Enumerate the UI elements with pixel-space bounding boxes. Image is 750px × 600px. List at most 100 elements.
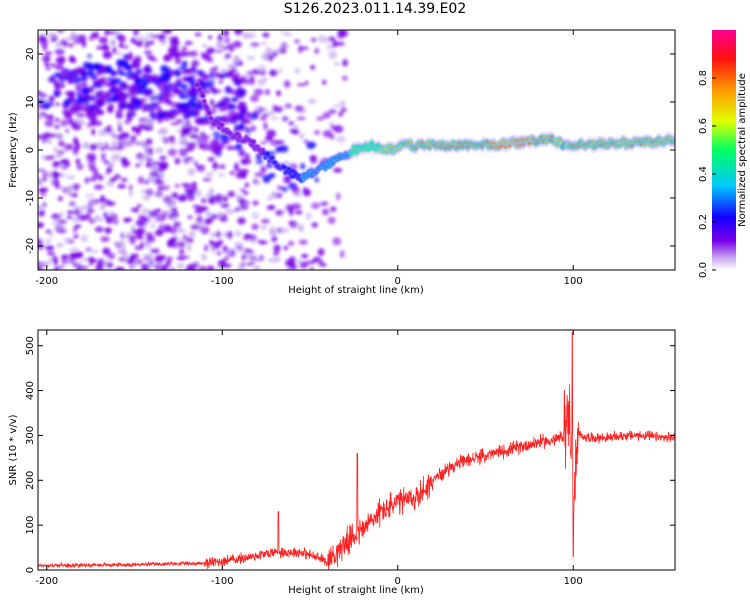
spectrogram-noise-blob [276, 90, 282, 97]
spectrogram-noise-blob [123, 217, 133, 221]
spectrogram-noise-blob [284, 103, 293, 109]
spectrogram-noise-blob [131, 126, 137, 132]
spectrogram-noise-blob [167, 83, 176, 89]
spectrogram-noise-blob [205, 171, 213, 178]
spectrogram-noise-blob [142, 195, 151, 201]
spectrogram-noise-blob [339, 100, 346, 107]
spectrogram-noise-blob [79, 81, 88, 88]
spectrogram-noise-blob [160, 164, 168, 170]
colorbar-tick-label: 0.0 [698, 262, 709, 278]
spectrogram-noise-blob [291, 203, 302, 210]
spectrogram-noise-blob [227, 249, 236, 258]
spectrogram-noise-blob [159, 136, 169, 140]
spectrogram-noise-blob [126, 103, 136, 108]
spectrogram-noise-blob [48, 95, 55, 103]
spectrogram-noise-blob [99, 203, 106, 211]
spectrogram-noise-blob [141, 217, 149, 222]
spectrogram-noise-blob [287, 240, 295, 246]
spectrogram-y-tick-label: -10 [25, 190, 36, 206]
spectrogram-noise-blob [46, 102, 54, 107]
spectrogram-noise-blob [87, 104, 96, 111]
spectrogram-noise-blob [252, 265, 262, 270]
spectrogram-noise-blob [82, 141, 90, 150]
spectrogram-noise-blob [76, 66, 83, 72]
spectrogram-noise-blob [158, 91, 163, 96]
spectrogram-noise-blob [163, 185, 170, 191]
spectrogram-noise-blob [98, 174, 104, 181]
spectrogram-noise-blob [129, 238, 136, 245]
spectrogram-noise-blob [64, 36, 72, 41]
spectrogram-noise-blob [264, 88, 271, 96]
spectrogram-noise-blob [145, 32, 155, 37]
spectrogram-noise-blob [294, 39, 300, 44]
spectrogram-noise-blob [38, 187, 49, 193]
spectrogram-noise-blob [102, 247, 111, 256]
spectrogram-noise-blob [335, 41, 345, 46]
spectrogram-noise-blob [234, 124, 243, 132]
spectrogram-noise-blob [288, 256, 297, 264]
spectrogram-noise-blob [212, 71, 222, 78]
spectrogram-noise-blob [226, 230, 233, 239]
spectrogram-noise-blob [120, 103, 127, 110]
spectrogram-noise-blob [328, 50, 338, 59]
spectrogram-noise-blob [321, 263, 327, 267]
spectrogram-noise-blob [170, 191, 179, 198]
spectrogram-noise-blob [220, 68, 228, 74]
spectrogram-noise-blob [117, 69, 124, 75]
spectrogram-noise-blob [196, 189, 202, 198]
spectrogram-noise-blob [296, 116, 306, 120]
spectrogram-noise-blob [266, 129, 277, 138]
spectrogram-noise-blob [252, 200, 259, 206]
spectrogram-noise-blob [216, 251, 222, 256]
spectrogram-noise-blob [115, 35, 124, 40]
spectrogram-noise-blob [226, 43, 234, 48]
spectrogram-noise-blob [316, 116, 325, 121]
spectrogram-noise-blob [178, 148, 189, 155]
spectrogram-noise-blob [89, 157, 96, 162]
spectrogram-noise-blob [154, 229, 164, 237]
spectrogram-noise-blob [117, 184, 127, 189]
spectrogram-noise-blob [174, 157, 181, 165]
spectrogram-noise-blob [328, 36, 335, 42]
spectrogram-noise-blob [289, 128, 299, 134]
spectrogram-noise-blob [172, 88, 182, 95]
spectrogram-noise-blob [244, 79, 249, 85]
spectrogram-noise-blob [254, 172, 264, 177]
spectrogram-noise-blob [112, 46, 117, 55]
spectrogram-noise-blob [158, 33, 165, 40]
spectrogram-noise-blob [220, 259, 226, 264]
snr-panel: -200 -100 0 100 0 100 200 300 400 500 Height of … [8, 329, 676, 596]
spectrogram-noise-blob [154, 208, 162, 213]
spectrogram-noise-blob [123, 142, 130, 147]
spectrogram-noise-blob [81, 204, 90, 210]
spectrogram-noise-blob [328, 121, 335, 127]
spectrogram-noise-blob [208, 145, 216, 152]
spectrogram-noise-blob [144, 69, 153, 73]
spectrogram-noise-blob [58, 140, 65, 148]
spectrogram-noise-blob [94, 64, 102, 72]
spectrogram-noise-blob [268, 229, 276, 235]
spectrogram-noise-blob [148, 263, 157, 269]
spectrogram-noise-blob [192, 204, 202, 209]
spectrogram-noise-blob [126, 70, 136, 78]
spectrogram-noise-blob [122, 251, 128, 260]
colorbar-tick-label: 0.4 [698, 166, 709, 182]
spectrogram-noise-blob [114, 145, 124, 151]
spectrogram-noise-blob [57, 219, 67, 225]
spectrogram-noise-blob [312, 256, 322, 263]
spectrogram-noise-blob [103, 211, 109, 219]
spectrogram-noise-blob [72, 226, 78, 234]
spectrogram-noise-blob [53, 266, 60, 270]
spectrogram-noise-blob [107, 161, 115, 168]
spectrogram-noise-blob [178, 238, 186, 243]
spectrogram-noise-blob [180, 102, 189, 107]
spectrogram-noise-blob [184, 156, 194, 161]
spectrogram-noise-blob [248, 75, 255, 83]
spectrogram-noise-blob [248, 32, 257, 39]
spectrogram-noise-blob [211, 169, 216, 173]
spectrogram-noise-blob [108, 210, 115, 216]
spectrogram-noise-blob [204, 219, 209, 225]
spectrogram-noise-blob [332, 104, 342, 108]
spectrogram-noise-blob [120, 177, 128, 183]
spectrogram-noise-blob [148, 171, 159, 178]
